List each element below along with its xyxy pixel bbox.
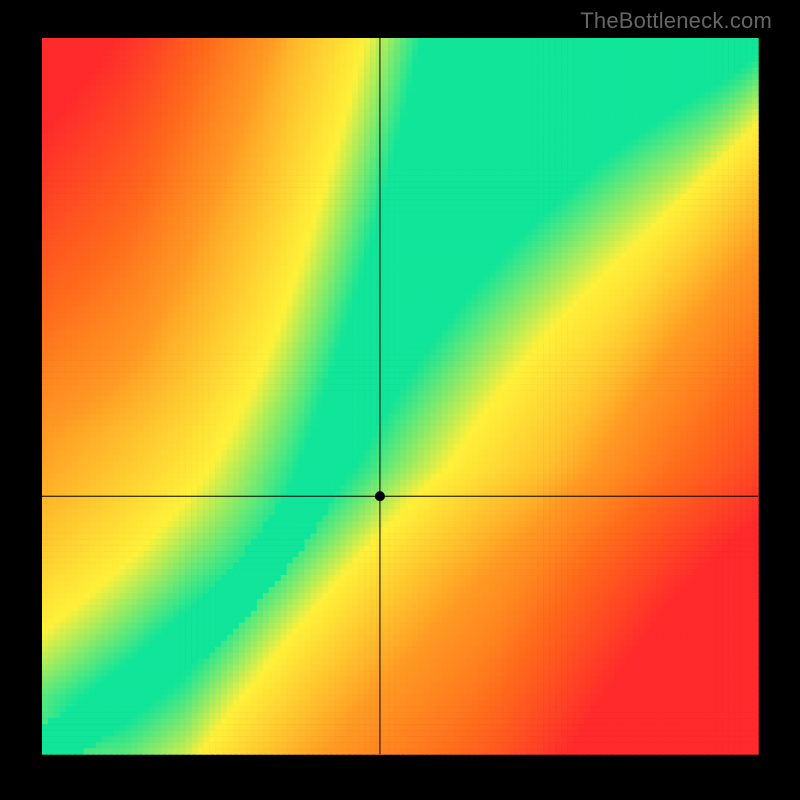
watermark-text: TheBottleneck.com	[580, 8, 772, 34]
bottleneck-heatmap	[0, 0, 800, 800]
